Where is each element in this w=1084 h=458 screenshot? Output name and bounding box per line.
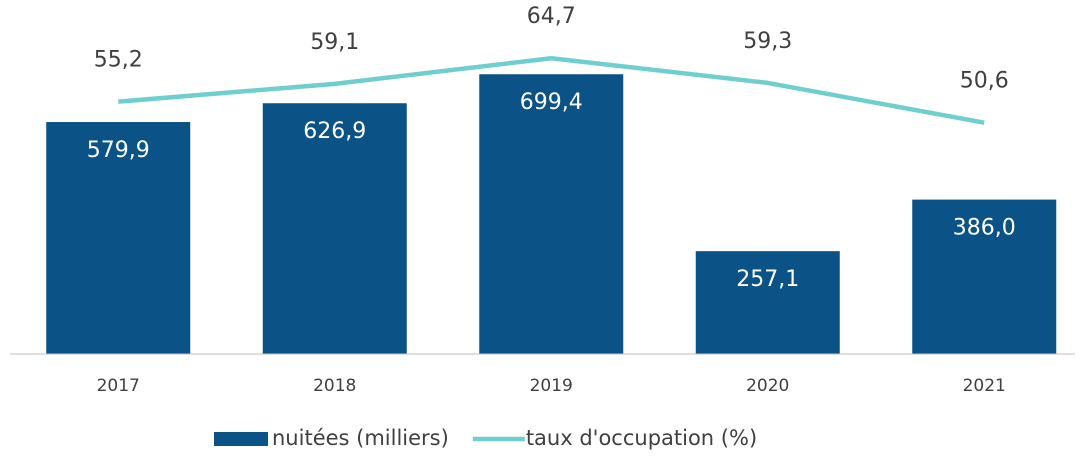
legend-swatch bbox=[214, 432, 268, 446]
x-tick-label: 2020 bbox=[746, 376, 789, 396]
x-tick-label: 2017 bbox=[97, 376, 140, 396]
bar bbox=[695, 251, 840, 354]
legend-label: nuitées (milliers) bbox=[272, 426, 449, 450]
line-value-label: 59,1 bbox=[310, 30, 359, 55]
bar bbox=[46, 122, 191, 354]
line bbox=[118, 55, 985, 125]
bar-value-label: 257,1 bbox=[736, 267, 799, 292]
x-tick-label: 2019 bbox=[530, 376, 573, 396]
x-tick-label: 2021 bbox=[963, 376, 1006, 396]
line-value-label: 50,6 bbox=[960, 69, 1009, 94]
bar bbox=[262, 103, 407, 355]
bar bbox=[479, 74, 624, 355]
bar bbox=[912, 199, 1057, 354]
line-value-label: 64,7 bbox=[527, 4, 576, 29]
bar-value-label: 699,4 bbox=[520, 90, 583, 115]
x-tick-label: 2018 bbox=[313, 376, 356, 396]
bar-value-label: 626,9 bbox=[303, 119, 366, 144]
bar-value-label: 386,0 bbox=[953, 216, 1016, 241]
line-value-label: 55,2 bbox=[94, 48, 143, 73]
line-value-label: 59,3 bbox=[743, 29, 792, 54]
bar-value-label: 579,9 bbox=[87, 138, 150, 163]
legend-label: taux d'occupation (%) bbox=[526, 426, 757, 450]
